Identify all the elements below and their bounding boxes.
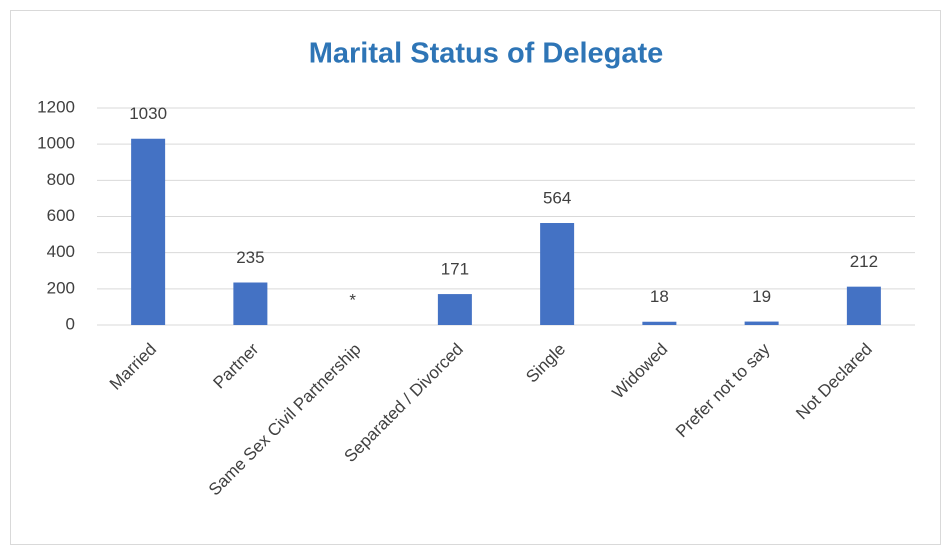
y-tick-label: 1200 xyxy=(37,97,75,116)
data-label: 19 xyxy=(752,287,771,306)
bar xyxy=(437,294,472,325)
y-tick-label: 200 xyxy=(47,278,75,297)
data-label: * xyxy=(349,290,356,309)
y-tick-label: 0 xyxy=(66,314,75,333)
y-tick-label: 600 xyxy=(47,206,75,225)
chart-title: Marital Status of Delegate xyxy=(309,38,664,70)
data-label: 564 xyxy=(543,188,571,207)
bar xyxy=(131,138,166,325)
bar xyxy=(846,286,881,325)
y-tick-label: 800 xyxy=(47,170,75,189)
data-label: 171 xyxy=(441,260,469,279)
data-label: 212 xyxy=(850,252,878,271)
bar xyxy=(540,223,575,325)
data-label: 18 xyxy=(650,287,669,306)
bar xyxy=(642,321,677,325)
bar xyxy=(233,282,268,325)
y-tick-label: 1000 xyxy=(37,134,75,153)
data-label: 1030 xyxy=(129,104,167,123)
chart-border xyxy=(10,10,941,545)
y-tick-label: 400 xyxy=(47,242,75,261)
data-label: 235 xyxy=(236,248,264,267)
bar xyxy=(744,321,779,325)
